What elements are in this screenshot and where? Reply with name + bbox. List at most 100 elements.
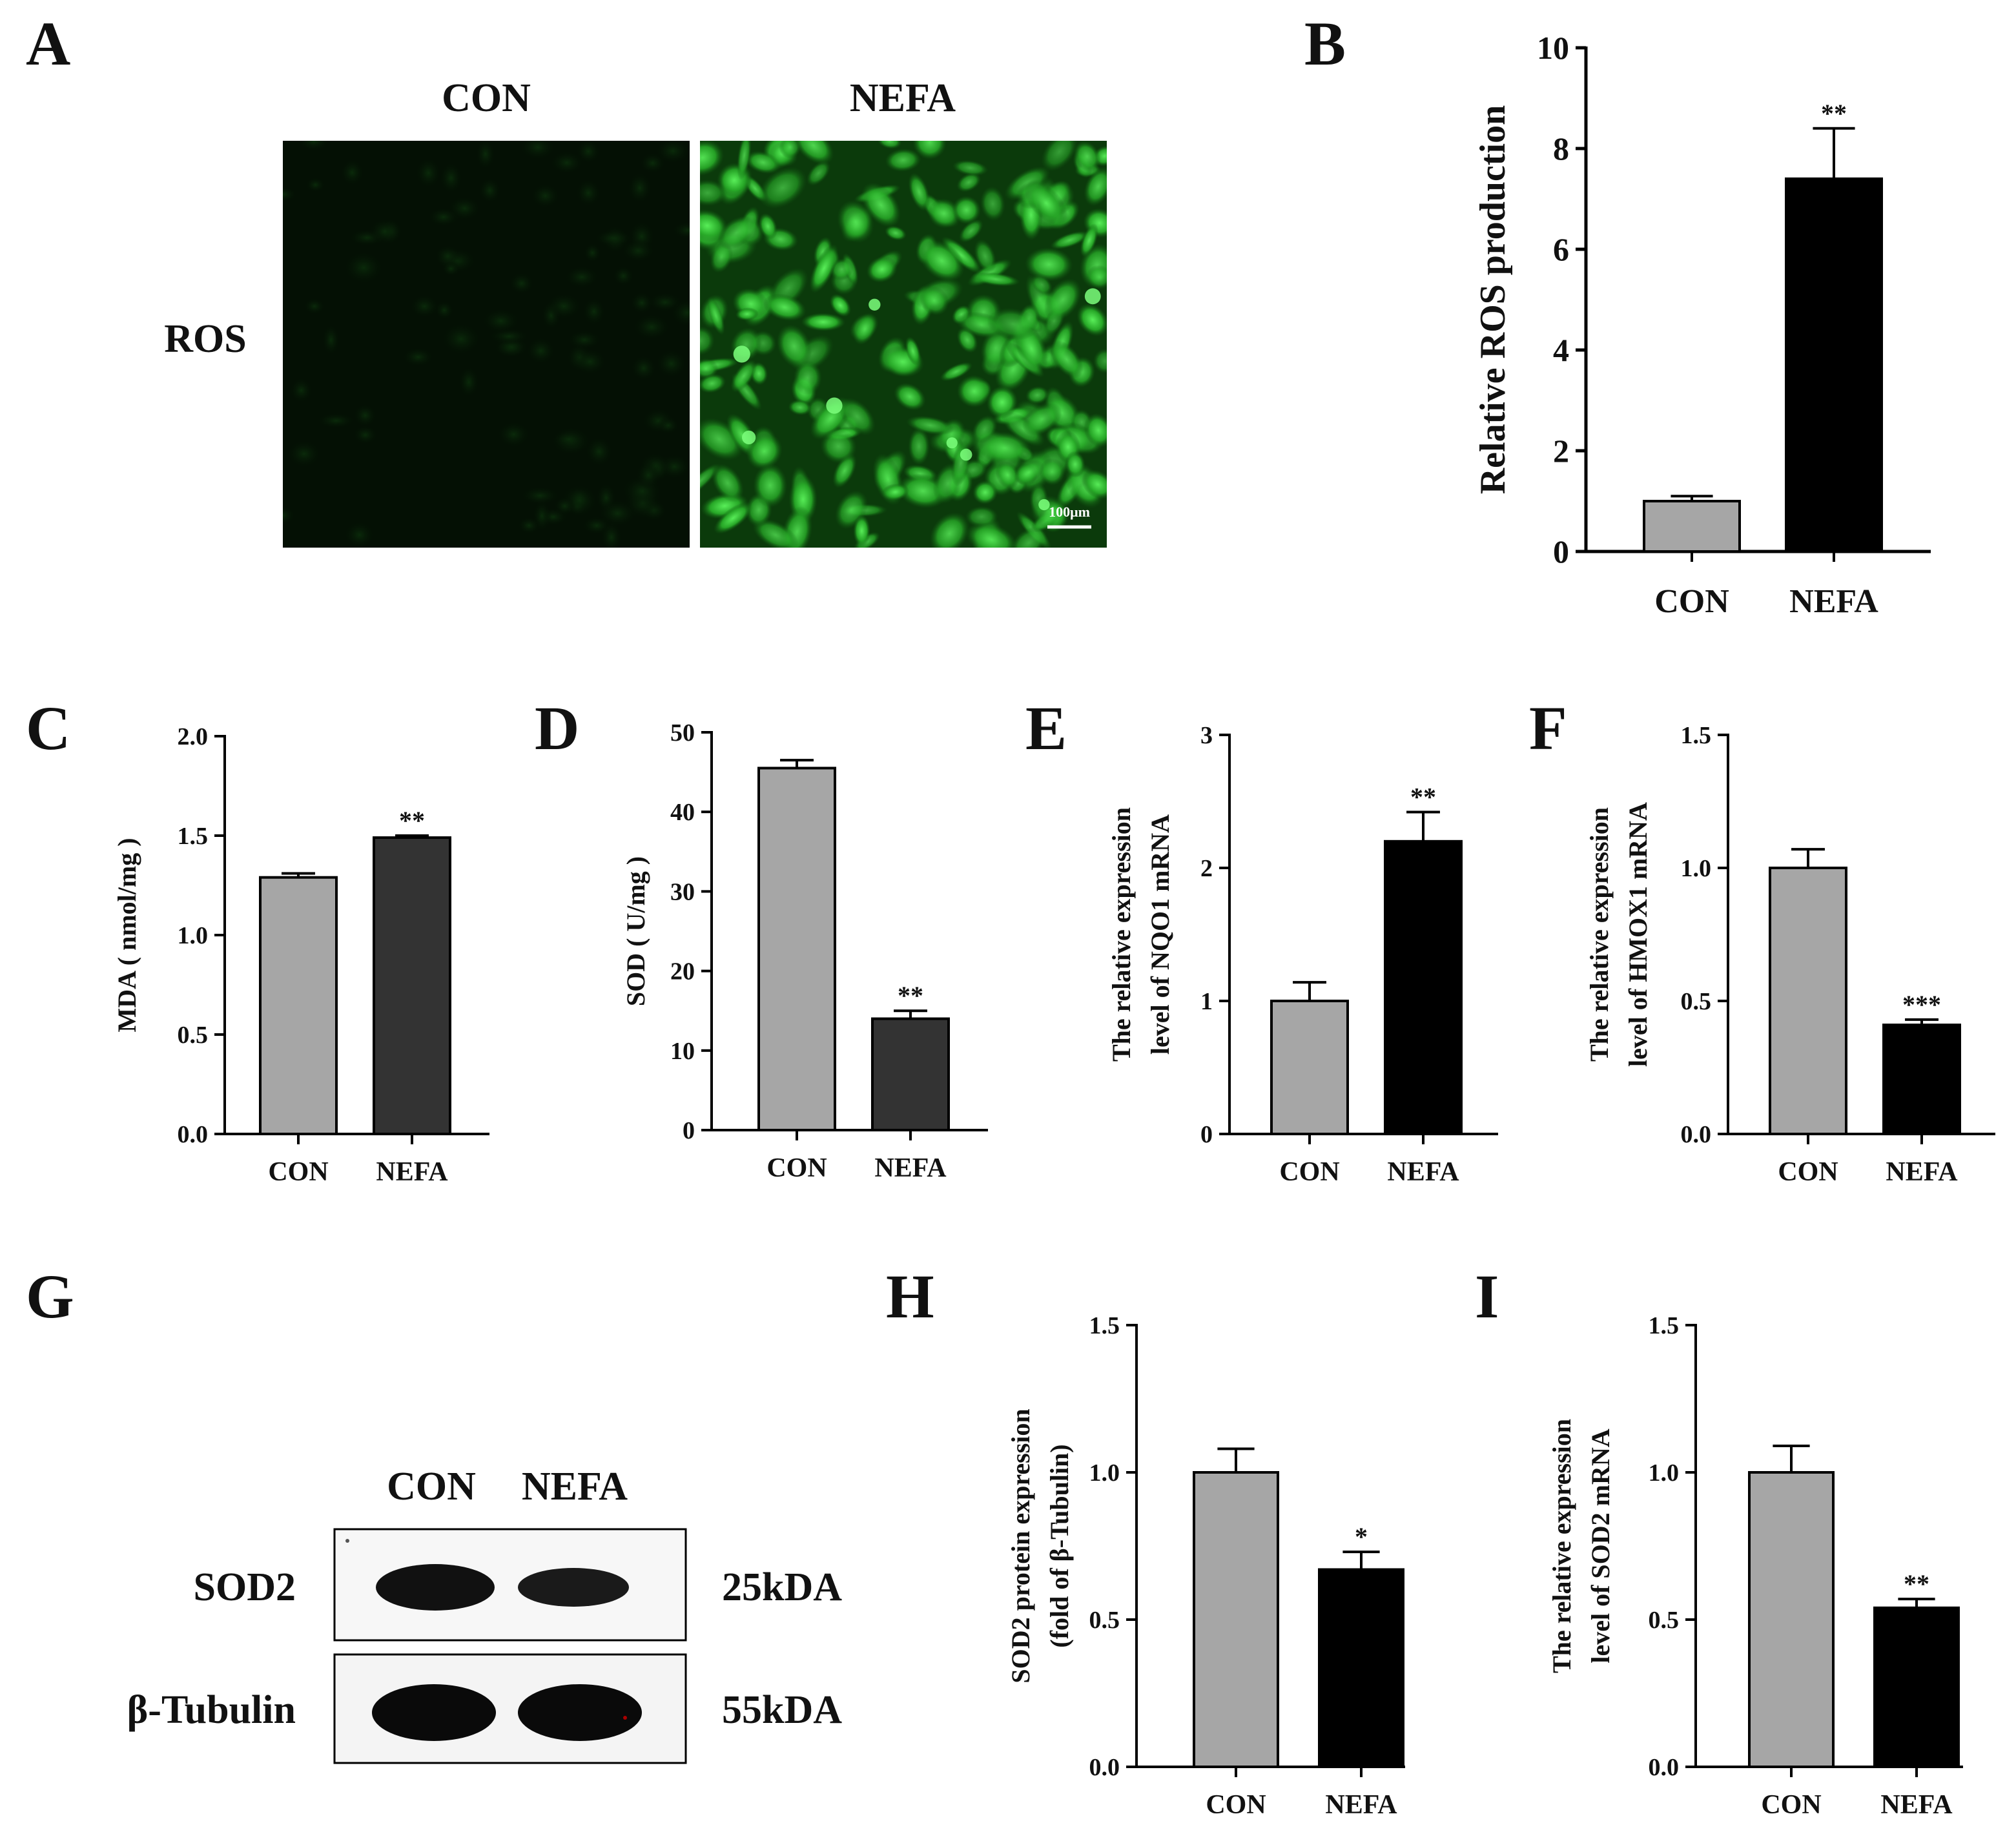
- chart-e: E 0 1 2 3 CON ** NEFA The relative expression lev…: [1025, 694, 1498, 1187]
- y-tick-label: 0.5: [178, 1022, 209, 1049]
- fluorescent-cell: [806, 160, 831, 186]
- y-axis-title: SOD ( U/mg ): [621, 856, 650, 1006]
- dim-cell: [567, 329, 602, 350]
- fluorescent-cell: [730, 359, 757, 393]
- bright-spot: [869, 298, 881, 311]
- fluorescent-cell: [1025, 386, 1049, 404]
- fluorescent-cell: [927, 198, 961, 229]
- y-tick-label: 6: [1553, 231, 1569, 267]
- fluorescent-cell: [1025, 247, 1073, 282]
- y-tick-label: 2: [1200, 855, 1213, 882]
- bright-spot: [826, 397, 843, 414]
- panel-f-letter: F: [1529, 694, 1567, 763]
- bar-nefa: [1384, 840, 1463, 1136]
- fluorescent-cell: [700, 326, 715, 356]
- dim-cell: [530, 183, 561, 209]
- fluorescent-cell: [837, 200, 874, 243]
- fluorescent-cell: [735, 307, 759, 321]
- dim-cell: [344, 520, 375, 548]
- bar-con: [757, 767, 836, 1131]
- dim-cell: [630, 291, 654, 314]
- y-axis-title-line: level of SOD2 mRNA: [1586, 1428, 1615, 1663]
- fluorescent-cell: [832, 453, 857, 488]
- fluorescent-cell: [852, 313, 877, 345]
- dim-cell: [520, 486, 560, 506]
- y-tick-label: 10: [1537, 30, 1569, 66]
- fluorescent-cell: [1022, 402, 1062, 436]
- fluorescent-cell: [986, 386, 1018, 419]
- dim-cell: [584, 436, 613, 468]
- fluorescent-cell: [987, 307, 1039, 340]
- dim-cell: [409, 294, 440, 319]
- bar-nefa: [871, 1017, 950, 1132]
- fluorescent-cell: [978, 431, 1032, 465]
- y-tick-label: 1.5: [1649, 1312, 1680, 1339]
- significance-marker: **: [1410, 782, 1436, 811]
- fluorescent-cell: [980, 186, 1005, 222]
- y-tick-label: 0.5: [1681, 988, 1712, 1015]
- panel-g-letter: G: [26, 1262, 74, 1331]
- fluorescent-cell: [1050, 231, 1089, 250]
- dim-cell: [283, 186, 297, 203]
- fluorescent-cell: [1081, 469, 1107, 500]
- y-tick-label: 0.0: [1089, 1754, 1120, 1781]
- dim-cell: [598, 499, 637, 528]
- fluorescent-cell: [711, 463, 745, 503]
- chart-f: F 0.0 0.5 1.0 1.5 CON *** NEFA The relative expr…: [1529, 694, 1995, 1187]
- significance-marker: *: [1355, 1522, 1368, 1551]
- bright-spot: [960, 448, 972, 461]
- bar-con: [1643, 500, 1741, 553]
- y-axis-title-line: The relative expression: [1547, 1419, 1576, 1673]
- bar-con: [1193, 1471, 1279, 1768]
- fluorescent-cell: [956, 375, 992, 408]
- fluorescent-cell: [956, 172, 982, 192]
- panel-b-letter: B: [1304, 9, 1346, 78]
- bar-con: [1270, 1000, 1349, 1135]
- dim-cell: [655, 141, 690, 165]
- dim-cell: [475, 141, 496, 170]
- dim-cell: [402, 347, 435, 367]
- x-tick-label: CON: [1761, 1790, 1821, 1820]
- dim-cell: [593, 230, 633, 247]
- dim-cell: [632, 313, 671, 341]
- dim-cell: [508, 272, 535, 295]
- y-tick-label: 1: [1200, 988, 1213, 1015]
- fluorescent-cell: [906, 415, 954, 435]
- fluorescent-cell: [1010, 526, 1047, 548]
- y-tick-label: 1.0: [1681, 855, 1712, 882]
- chart-d: D 0 10 20 30 40 50 CON ** NEFA SOD ( U/mg ): [535, 694, 988, 1183]
- fluorescent-cell: [885, 148, 921, 172]
- fluorescent-cell: [1049, 340, 1084, 378]
- y-tick-label: 20: [670, 958, 695, 985]
- blot-sod2: [333, 1528, 687, 1642]
- dim-cell: [550, 150, 584, 175]
- blot-sod2-size: 25kDA: [722, 1565, 842, 1609]
- fluorescent-cell: [952, 196, 981, 225]
- y-tick-label: 1.5: [1089, 1312, 1120, 1339]
- fluorescent-cell: [717, 216, 755, 250]
- dim-cell: [439, 161, 463, 194]
- x-tick-label: NEFA: [1387, 1157, 1459, 1187]
- blot-sod2-label: SOD2: [194, 1565, 296, 1609]
- y-tick-label: 2: [1553, 433, 1569, 469]
- chart-i: I 0.0 0.5 1.0 1.5 CON ** NEFA The relative expre…: [1475, 1262, 1963, 1820]
- bar-nefa: [1873, 1606, 1960, 1769]
- dim-cell: [655, 349, 688, 379]
- fluorescent-cell: [958, 219, 983, 243]
- fluorescent-cell: [1093, 348, 1107, 374]
- dim-cell: [657, 417, 679, 435]
- fluorescent-cell: [1013, 460, 1045, 485]
- y-axis-title-line: The relative expression: [1585, 807, 1614, 1062]
- fluorescent-cell: [714, 502, 753, 534]
- bright-spot: [1084, 288, 1101, 305]
- y-tick-label: 0.5: [1089, 1607, 1120, 1634]
- y-tick-label: 1.0: [178, 922, 209, 949]
- fluorescent-cell: [912, 141, 947, 160]
- y-tick-label: 3: [1200, 722, 1213, 749]
- fluorescent-cell: [839, 397, 876, 436]
- dim-cell: [573, 348, 608, 375]
- blot-tubulin-label: β-Tubulin: [127, 1688, 296, 1732]
- fluorescent-cell: [746, 433, 783, 470]
- fluorescent-cell: [820, 429, 857, 464]
